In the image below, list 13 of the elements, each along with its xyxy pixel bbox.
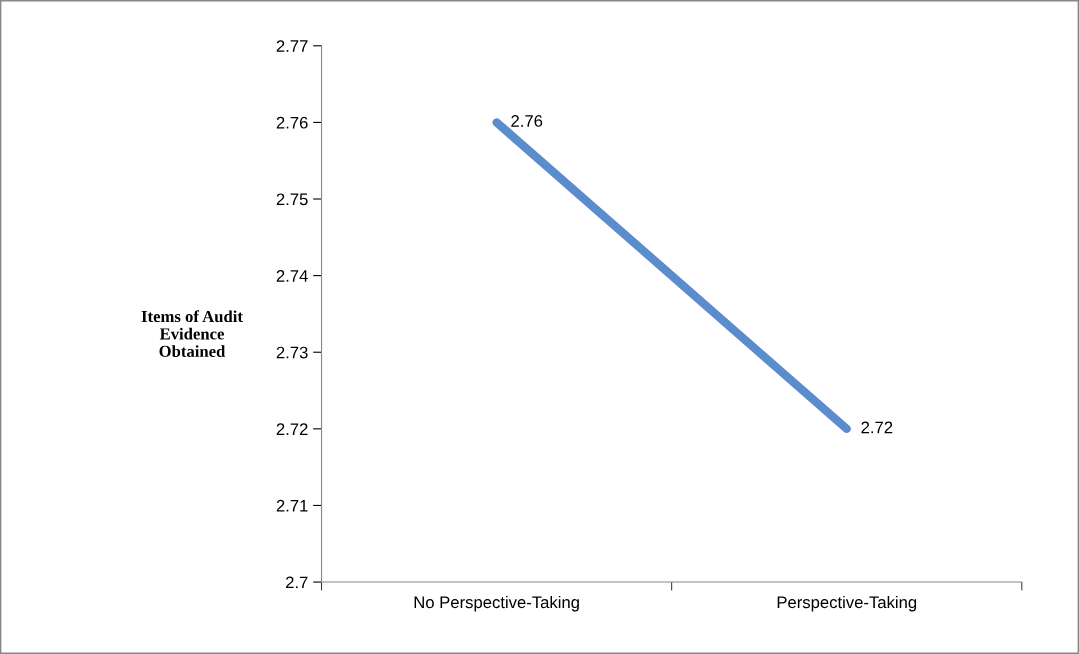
data-label: 2.76: [511, 115, 543, 127]
y-tick-label: 2.73: [276, 346, 308, 359]
y-tick-label: 2.71: [276, 499, 308, 512]
data-label: 2.72: [861, 421, 893, 434]
y-axis-title: Items of Audit Evidence Obtained: [141, 310, 243, 357]
y-tick-label: 2.77: [276, 40, 308, 52]
y-tick-label: 2.7: [286, 576, 308, 589]
y-tick-label: 2.74: [276, 270, 308, 282]
y-tick-label: 2.75: [276, 193, 308, 206]
y-tick-label: 2.72: [276, 423, 308, 435]
y-tick-label: 2.76: [276, 116, 308, 129]
x-tick-label: Perspective-Taking: [777, 595, 917, 612]
x-tick-label: No Perspective-Taking: [414, 595, 579, 612]
